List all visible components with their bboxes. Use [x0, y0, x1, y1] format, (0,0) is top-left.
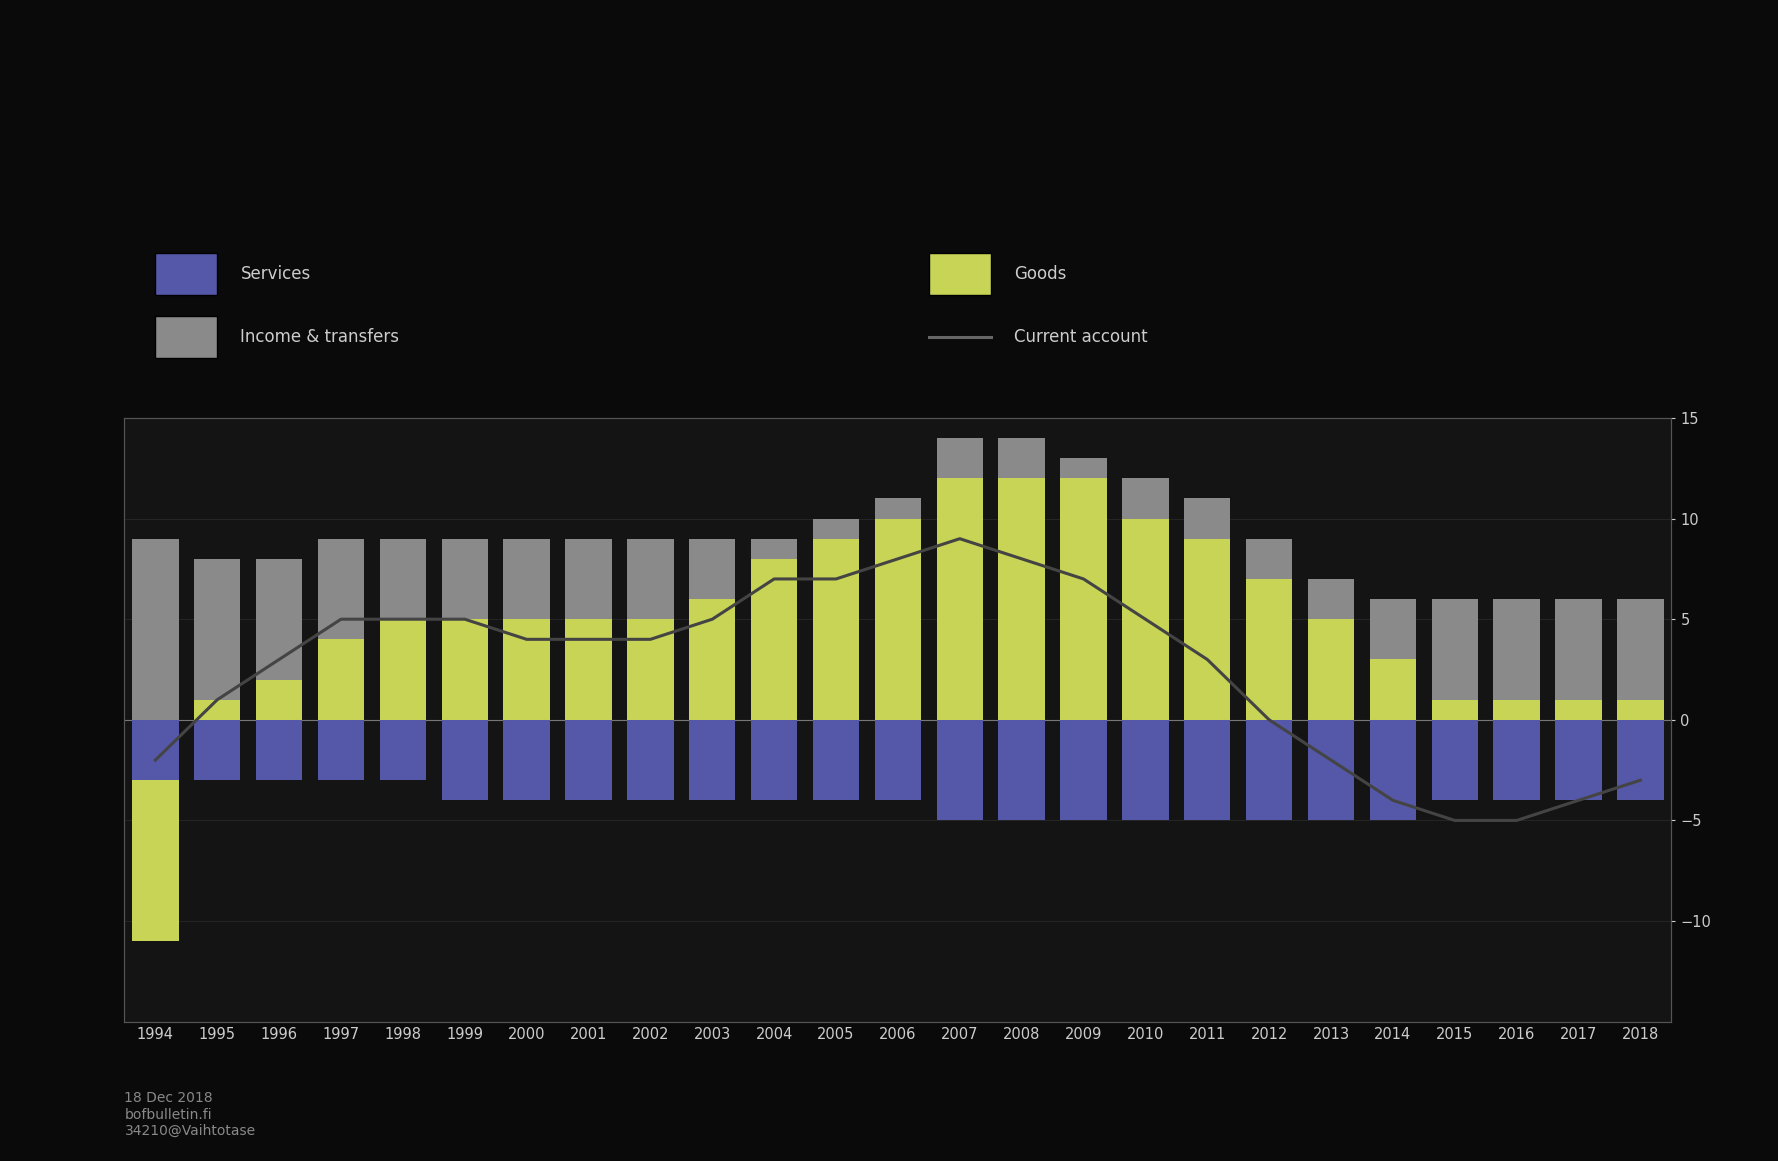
Bar — [318, 539, 364, 720]
Bar — [503, 539, 549, 720]
Bar — [937, 438, 983, 720]
Bar — [1369, 659, 1415, 720]
Bar — [1309, 619, 1355, 720]
Bar — [628, 720, 674, 800]
Bar — [1369, 720, 1415, 760]
Text: Services: Services — [240, 265, 311, 283]
Bar — [1369, 599, 1415, 720]
Bar — [1431, 720, 1478, 800]
Bar — [628, 619, 674, 720]
Bar — [1122, 720, 1168, 821]
FancyBboxPatch shape — [928, 253, 990, 295]
Bar — [937, 478, 983, 720]
Bar — [875, 498, 921, 720]
Bar — [1309, 720, 1355, 821]
Bar — [1556, 700, 1602, 720]
Bar — [628, 539, 674, 720]
Bar — [690, 539, 736, 720]
Bar — [690, 720, 736, 800]
Bar — [1618, 720, 1664, 800]
Bar — [318, 640, 364, 720]
Bar — [813, 539, 859, 720]
Bar — [1060, 478, 1106, 720]
Bar — [1556, 599, 1602, 720]
Bar — [565, 539, 612, 720]
Bar — [1618, 599, 1664, 720]
Bar — [1122, 478, 1168, 720]
Bar — [1246, 579, 1293, 720]
FancyBboxPatch shape — [155, 316, 217, 358]
Bar — [1309, 579, 1355, 720]
Bar — [937, 720, 983, 821]
Bar — [1556, 720, 1602, 780]
Bar — [1431, 720, 1478, 800]
Bar — [1494, 720, 1540, 800]
Bar — [1431, 700, 1478, 720]
Bar — [1184, 720, 1230, 821]
Bar — [1184, 539, 1230, 720]
Bar — [256, 720, 302, 780]
Bar — [999, 438, 1045, 720]
Text: Goods: Goods — [1013, 265, 1067, 283]
Bar — [441, 619, 487, 720]
Bar — [132, 539, 178, 720]
Bar — [875, 519, 921, 720]
Bar — [132, 720, 178, 942]
Bar — [1246, 539, 1293, 720]
Bar — [875, 720, 921, 800]
Bar — [380, 539, 427, 720]
Bar — [750, 558, 797, 720]
Bar — [503, 619, 549, 720]
Bar — [503, 720, 549, 800]
Bar — [1494, 599, 1540, 720]
Bar — [194, 700, 240, 720]
Bar — [750, 720, 797, 800]
Text: 18 Dec 2018
bofbulletin.fi
34210@Vaihtotase: 18 Dec 2018 bofbulletin.fi 34210@Vaihtot… — [124, 1091, 256, 1138]
Bar — [132, 720, 178, 780]
Bar — [565, 720, 612, 800]
Bar — [1060, 720, 1106, 821]
Bar — [256, 679, 302, 720]
Bar — [999, 720, 1045, 821]
Bar — [1431, 599, 1478, 720]
Bar — [318, 720, 364, 780]
Bar — [1494, 720, 1540, 800]
Bar — [1060, 459, 1106, 720]
Bar — [999, 478, 1045, 720]
Bar — [1246, 720, 1293, 821]
Bar — [1494, 700, 1540, 720]
Bar — [441, 539, 487, 720]
Bar — [380, 720, 427, 780]
Bar — [690, 599, 736, 720]
Bar — [1184, 498, 1230, 720]
Text: Income & transfers: Income & transfers — [240, 327, 400, 346]
Bar — [194, 720, 240, 780]
FancyBboxPatch shape — [155, 253, 217, 295]
Bar — [813, 519, 859, 720]
Bar — [813, 720, 859, 800]
Bar — [441, 720, 487, 800]
Bar — [194, 558, 240, 720]
Text: Current account: Current account — [1013, 327, 1147, 346]
Bar — [750, 539, 797, 720]
Bar — [1618, 700, 1664, 720]
Bar — [256, 558, 302, 720]
Bar — [1369, 720, 1415, 821]
Bar — [1122, 519, 1168, 720]
Bar — [1556, 720, 1602, 800]
Bar — [565, 619, 612, 720]
Bar — [1618, 720, 1664, 780]
Bar — [380, 619, 427, 720]
